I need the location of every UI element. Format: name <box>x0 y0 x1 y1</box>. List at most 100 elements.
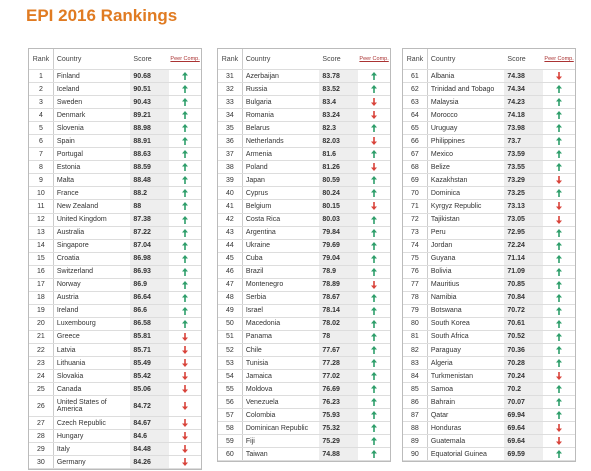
peer-comparison <box>543 385 575 394</box>
table-row: 80 South Korea 70.61 <box>403 317 575 331</box>
peer-arrow-up <box>371 346 378 354</box>
score: 70.52 <box>504 330 544 343</box>
rank: 47 <box>226 281 234 289</box>
peer-comparison <box>543 215 575 224</box>
country: Netherlands <box>241 135 320 148</box>
table-row: 26 United States of America 84.72 <box>29 396 201 418</box>
table-row: 36 Netherlands 82.03 <box>218 135 390 149</box>
score: 77.28 <box>319 357 359 370</box>
peer-arrow-down <box>371 98 378 107</box>
country: Argentina <box>241 226 320 239</box>
peer-arrow-down <box>182 372 189 381</box>
rank: 53 <box>226 359 234 367</box>
peer-arrow-up <box>371 228 378 237</box>
score: 80.15 <box>319 200 359 213</box>
peer-comparison <box>543 319 575 328</box>
rank: 19 <box>37 307 45 315</box>
peer-comparison <box>358 137 390 146</box>
peer-arrow-up <box>371 241 378 250</box>
score: 83.4 <box>319 96 359 109</box>
rank: 33 <box>226 98 234 106</box>
rank: 40 <box>226 189 234 197</box>
peer-comparison <box>169 72 201 81</box>
score: 80.03 <box>319 213 359 226</box>
score: 88.63 <box>130 148 170 161</box>
score: 84.67 <box>130 417 170 430</box>
country: Dominican Republic <box>241 422 320 435</box>
peer-comparison <box>543 150 575 159</box>
peer-comparison <box>169 228 201 237</box>
peer-arrow-up <box>556 398 563 407</box>
country: Luxembourg <box>52 317 131 330</box>
rank: 77 <box>411 281 419 289</box>
peer-arrow-up <box>556 319 563 328</box>
ranking-table: Rank Country Score Peer Comp. 1 Finland 90.68 2… <box>28 48 202 471</box>
table-row: 59 Fiji 75.29 <box>218 435 390 449</box>
table-row: 88 Honduras 69.64 <box>403 422 575 436</box>
peer-arrow-up <box>371 72 378 81</box>
score: 85.49 <box>130 357 170 370</box>
peer-comparison <box>169 150 201 159</box>
country: Panama <box>241 330 320 343</box>
peer-arrow-up <box>371 267 378 276</box>
peer-comparison <box>169 432 201 441</box>
rank: 76 <box>411 268 419 276</box>
rank: 46 <box>226 268 234 276</box>
peer-comparison <box>543 85 575 94</box>
peer-comparison <box>543 450 575 459</box>
score: 74.34 <box>504 83 544 96</box>
column-header: Rank <box>406 55 424 63</box>
table-row: 86 Bahrain 70.07 <box>403 396 575 410</box>
country: Jamaica <box>241 370 320 383</box>
country: Russia <box>241 83 320 96</box>
peer-comparison <box>169 98 201 107</box>
peer-comparison <box>543 346 575 354</box>
peer-arrow-up <box>182 150 189 159</box>
country: Kyrgyz Republic <box>426 200 505 213</box>
rank: 58 <box>226 424 234 432</box>
column-header: Country <box>426 49 505 69</box>
table-row: 74 Jordan 72.24 <box>403 239 575 253</box>
country: Cyprus <box>241 187 320 200</box>
peer-arrow-up <box>371 385 378 394</box>
peer-comparison <box>543 359 575 368</box>
score: 70.28 <box>504 357 544 370</box>
score: 86.93 <box>130 265 170 278</box>
table-row: 41 Belgium 80.15 <box>218 200 390 214</box>
table-row: 89 Guatemala 69.64 <box>403 435 575 449</box>
score: 86.58 <box>130 317 170 330</box>
score: 87.04 <box>130 239 170 252</box>
table-row: 27 Czech Republic 84.67 <box>29 417 201 431</box>
peer-comparison <box>169 85 201 94</box>
table-row: 72 Tajikistan 73.05 <box>403 213 575 227</box>
peer-comparison <box>543 202 575 211</box>
peer-comparison <box>543 267 575 276</box>
peer-arrow-up <box>371 176 378 185</box>
country: Romania <box>241 109 320 122</box>
rank: 1 <box>38 72 43 80</box>
peer-arrow-up <box>371 150 378 159</box>
table-row: 47 Montenegro 78.89 <box>218 278 390 292</box>
table-row: 10 France 88.2 <box>29 187 201 201</box>
score: 77.67 <box>319 343 359 357</box>
table-row: 9 Malta 88.48 <box>29 174 201 188</box>
table-row: 29 Italy 84.48 <box>29 443 201 457</box>
score: 86.98 <box>130 252 170 265</box>
peer-arrow-up <box>556 332 563 341</box>
score: 90.68 <box>130 70 170 83</box>
table-row: 16 Switzerland 86.93 <box>29 265 201 279</box>
country: Ukraine <box>241 239 320 252</box>
peer-comparison <box>543 424 575 433</box>
peer-arrow-up <box>556 163 563 172</box>
rank: 29 <box>37 445 45 453</box>
peer-comparison <box>358 346 390 354</box>
rank: 70 <box>411 189 419 197</box>
rank: 12 <box>37 216 45 224</box>
rank: 86 <box>411 398 419 406</box>
rank: 41 <box>226 202 234 210</box>
score: 69.64 <box>504 435 544 448</box>
country: France <box>52 187 131 200</box>
table-row: 76 Bolivia 71.09 <box>403 265 575 279</box>
table-row: 65 Uruguay 73.98 <box>403 122 575 136</box>
peer-arrow-up <box>556 280 563 289</box>
